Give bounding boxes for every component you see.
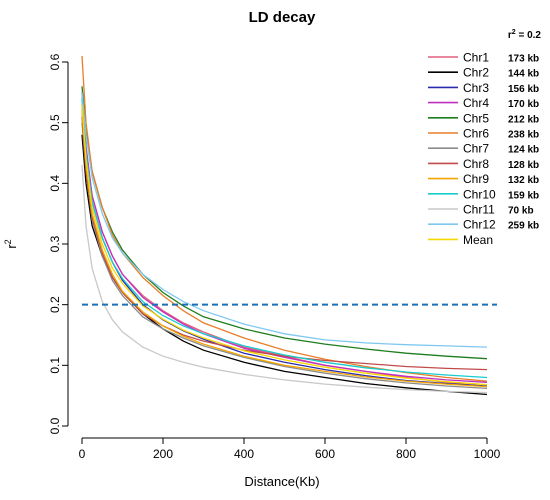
legend-decay-value: 212 kb (508, 114, 539, 125)
x-tick-label: 0 (79, 447, 86, 461)
legend-label: Chr11 (463, 203, 495, 217)
legend-decay-value: 156 kb (508, 84, 539, 95)
legend-label: Chr1 (463, 51, 489, 65)
x-tick-label: 600 (315, 447, 335, 461)
legend-label: Mean (463, 233, 493, 247)
y-tick-label: 0.3 (48, 235, 62, 252)
legend-item-chr3: Chr3 156 kb (428, 81, 539, 95)
legend-label: Chr5 (463, 111, 489, 125)
x-axis: 0 200 400 600 800 1000 (79, 437, 501, 461)
legend-decay-value: 170 kb (508, 99, 539, 110)
legend-decay-value: 70 kb (508, 206, 534, 217)
legend-decay-value: 259 kb (508, 221, 539, 232)
legend-label: Chr12 (463, 218, 496, 232)
legend-item-chr1: Chr1 173 kb (428, 51, 539, 65)
legend-decay-value: 159 kb (508, 190, 539, 201)
legend-item-chr8: Chr8 128 kb (428, 157, 539, 171)
legend-item-chr10: Chr10 159 kb (428, 187, 539, 201)
threshold-label: r2 = 0.2 (508, 29, 542, 41)
legend-decay-value: 124 kb (508, 145, 539, 156)
plot-area (81, 55, 497, 396)
legend-item-chr7: Chr7 124 kb (428, 142, 539, 156)
series-line-chr1 (81, 92, 488, 388)
legend: Chr1 173 kb Chr2 144 kb Chr3 156 kb Chr4 170 kb… (428, 51, 539, 247)
legend-decay-value: 173 kb (508, 54, 539, 65)
legend-item-chr4: Chr4 170 kb (428, 96, 539, 110)
x-tick-label: 1000 (474, 447, 501, 461)
y-axis-label-base: r (4, 244, 19, 249)
y-axis: 0.0 0.1 0.2 0.3 0.4 0.5 0.6 (48, 53, 69, 434)
y-tick-label: 0.4 (48, 175, 62, 192)
legend-item-mean: Mean (428, 233, 493, 247)
legend-label: Chr7 (463, 142, 489, 156)
series-line-chr3 (81, 104, 488, 387)
legend-decay-value: 132 kb (508, 175, 539, 186)
series-line-chr12 (81, 92, 488, 348)
series-lines (81, 55, 488, 396)
x-tick-label: 800 (396, 447, 416, 461)
threshold-label-rest: = 0.2 (516, 30, 542, 41)
y-tick-label: 0.5 (48, 114, 62, 131)
legend-label: Chr4 (463, 96, 489, 110)
legend-label: Chr10 (463, 187, 496, 201)
x-tick-label: 200 (153, 447, 173, 461)
y-tick-label: 0.2 (48, 296, 62, 313)
x-tick-label: 400 (234, 447, 254, 461)
chart-title: LD decay (249, 9, 316, 26)
series-line-chr11 (81, 165, 488, 394)
legend-item-chr12: Chr12 259 kb (428, 218, 539, 232)
legend-decay-value: 144 kb (508, 69, 539, 80)
legend-label: Chr2 (463, 66, 489, 80)
legend-decay-value: 128 kb (508, 160, 539, 171)
series-line-chr4 (81, 92, 488, 383)
y-axis-label: r2 (3, 239, 19, 248)
legend-item-chr9: Chr9 132 kb (428, 172, 539, 186)
legend-item-chr11: Chr11 70 kb (428, 203, 534, 217)
legend-decay-value: 238 kb (508, 130, 539, 141)
y-axis-label-sup: 2 (3, 239, 13, 244)
legend-item-chr5: Chr5 212 kb (428, 111, 539, 125)
series-line-mean (81, 104, 488, 386)
threshold-label-base: r (508, 30, 512, 41)
legend-label: Chr9 (463, 172, 489, 186)
series-line-chr6 (81, 55, 488, 382)
legend-label: Chr3 (463, 81, 489, 95)
series-line-chr8 (81, 116, 488, 371)
legend-label: Chr6 (463, 127, 489, 141)
series-line-chr10 (81, 98, 488, 379)
legend-item-chr6: Chr6 238 kb (428, 127, 539, 141)
series-line-chr5 (81, 86, 488, 360)
y-tick-label: 0.1 (48, 357, 62, 374)
legend-label: Chr8 (463, 157, 489, 171)
x-axis-label: Distance(Kb) (244, 474, 319, 489)
threshold-label-sup: 2 (512, 29, 516, 36)
series-line-chr7 (81, 122, 488, 390)
y-tick-label: 0.6 (48, 53, 62, 70)
legend-item-chr2: Chr2 144 kb (428, 66, 539, 80)
series-line-chr9 (81, 110, 488, 388)
y-tick-label: 0.0 (48, 417, 62, 434)
